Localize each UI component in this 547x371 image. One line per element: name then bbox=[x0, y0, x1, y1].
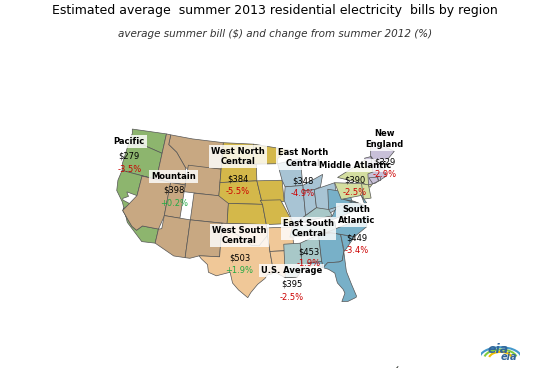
Text: West South
Central: West South Central bbox=[212, 226, 267, 245]
Text: -2.9%: -2.9% bbox=[373, 170, 397, 179]
Text: Pacific: Pacific bbox=[114, 137, 145, 146]
Polygon shape bbox=[328, 189, 352, 210]
Polygon shape bbox=[337, 157, 379, 187]
Polygon shape bbox=[253, 144, 288, 164]
Polygon shape bbox=[300, 234, 322, 270]
Text: U.S. Average: U.S. Average bbox=[261, 266, 322, 275]
Polygon shape bbox=[318, 232, 344, 268]
Polygon shape bbox=[324, 200, 366, 223]
Polygon shape bbox=[122, 139, 162, 180]
Polygon shape bbox=[302, 174, 323, 191]
Text: $279: $279 bbox=[119, 151, 140, 160]
Text: -1.9%: -1.9% bbox=[296, 259, 321, 269]
Polygon shape bbox=[156, 134, 186, 185]
Text: East South
Central: East South Central bbox=[283, 219, 334, 238]
Polygon shape bbox=[371, 157, 381, 177]
Polygon shape bbox=[328, 232, 354, 252]
Polygon shape bbox=[222, 223, 267, 246]
Polygon shape bbox=[303, 190, 317, 222]
Text: -3.4%: -3.4% bbox=[345, 246, 369, 255]
Polygon shape bbox=[270, 250, 296, 278]
Polygon shape bbox=[307, 252, 357, 302]
Text: $503: $503 bbox=[229, 254, 250, 263]
Text: $390: $390 bbox=[344, 175, 365, 184]
Text: $395: $395 bbox=[281, 280, 302, 289]
Polygon shape bbox=[123, 176, 171, 230]
Text: -3.5%: -3.5% bbox=[117, 165, 141, 174]
Text: eia: eia bbox=[501, 352, 517, 362]
Polygon shape bbox=[362, 184, 371, 199]
Polygon shape bbox=[277, 159, 302, 187]
Text: East North
Central: East North Central bbox=[278, 148, 328, 168]
Polygon shape bbox=[227, 203, 266, 224]
Text: Mountain: Mountain bbox=[152, 172, 196, 181]
Polygon shape bbox=[190, 193, 229, 224]
Polygon shape bbox=[284, 243, 302, 278]
Text: average summer bill ($) and change from summer 2012 (%): average summer bill ($) and change from … bbox=[118, 29, 432, 39]
Polygon shape bbox=[257, 180, 284, 204]
Polygon shape bbox=[342, 199, 366, 206]
Polygon shape bbox=[184, 165, 221, 196]
Text: -2.5%: -2.5% bbox=[280, 293, 304, 302]
Polygon shape bbox=[155, 216, 190, 257]
Text: New
England: New England bbox=[365, 129, 404, 149]
Polygon shape bbox=[293, 208, 333, 223]
Text: -4.9%: -4.9% bbox=[291, 189, 315, 198]
Text: -5.5%: -5.5% bbox=[225, 187, 250, 196]
Polygon shape bbox=[199, 227, 274, 298]
Polygon shape bbox=[290, 221, 336, 237]
Polygon shape bbox=[361, 195, 366, 203]
Text: Estimated average  summer 2013 residential electricity  bills by region: Estimated average summer 2013 residentia… bbox=[52, 4, 498, 17]
Polygon shape bbox=[377, 176, 381, 181]
Text: $449: $449 bbox=[346, 233, 367, 242]
Polygon shape bbox=[267, 227, 294, 252]
Text: +1.9%: +1.9% bbox=[225, 266, 253, 275]
Polygon shape bbox=[335, 183, 364, 199]
Text: $348: $348 bbox=[292, 177, 313, 186]
Polygon shape bbox=[322, 216, 368, 237]
Polygon shape bbox=[365, 157, 373, 167]
Polygon shape bbox=[117, 170, 159, 243]
Polygon shape bbox=[368, 168, 386, 185]
Polygon shape bbox=[220, 162, 257, 183]
Text: $453: $453 bbox=[298, 247, 319, 256]
Polygon shape bbox=[377, 366, 410, 371]
Text: $384: $384 bbox=[227, 175, 248, 184]
Polygon shape bbox=[284, 186, 306, 223]
Polygon shape bbox=[369, 177, 379, 184]
Polygon shape bbox=[130, 129, 166, 153]
Polygon shape bbox=[260, 200, 293, 224]
Text: $329: $329 bbox=[374, 158, 395, 167]
Text: -2.5%: -2.5% bbox=[342, 188, 367, 197]
Polygon shape bbox=[219, 181, 263, 204]
Text: $398: $398 bbox=[163, 186, 184, 195]
Polygon shape bbox=[370, 140, 394, 168]
Polygon shape bbox=[164, 183, 185, 218]
Polygon shape bbox=[168, 135, 223, 169]
Text: +0.2%: +0.2% bbox=[160, 199, 188, 209]
Polygon shape bbox=[185, 220, 222, 258]
Text: West North
Central: West North Central bbox=[211, 147, 265, 166]
Text: South
Atlantic: South Atlantic bbox=[338, 205, 375, 225]
Polygon shape bbox=[222, 143, 257, 164]
Text: Middle Atlantic: Middle Atlantic bbox=[318, 161, 391, 170]
Polygon shape bbox=[315, 183, 339, 213]
Text: eia: eia bbox=[487, 343, 509, 356]
